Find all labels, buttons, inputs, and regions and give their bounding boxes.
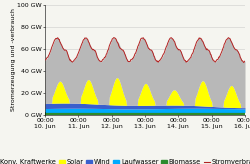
Y-axis label: Stromerzeugung und -verbrauch: Stromerzeugung und -verbrauch <box>10 8 16 111</box>
Legend: Konv. Kraftwerke, Solar, Wind, Laufwasser, Biomasse, Stromverbrauch: Konv. Kraftwerke, Solar, Wind, Laufwasse… <box>0 157 250 164</box>
